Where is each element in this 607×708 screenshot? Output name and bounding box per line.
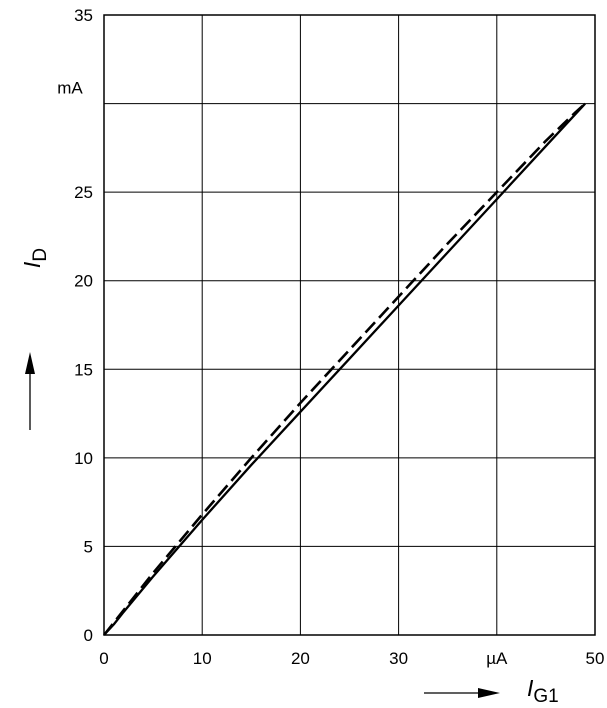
x-axis-arrow bbox=[424, 688, 500, 698]
x-tick-label: 10 bbox=[193, 649, 212, 668]
y-tick-label: mA bbox=[57, 79, 83, 98]
solid-curve bbox=[103, 102, 587, 636]
x-tick-label: 20 bbox=[291, 649, 310, 668]
dashed-curve bbox=[102, 102, 587, 636]
y-tick-label: 10 bbox=[74, 449, 93, 468]
y-axis-label: ID bbox=[19, 248, 51, 268]
y-axis-label-main: I bbox=[19, 261, 45, 268]
plot-frame bbox=[103, 14, 596, 636]
y-tick-label: 25 bbox=[74, 183, 93, 202]
x-axis-label-sub: G1 bbox=[533, 686, 558, 707]
y-tick-labels: 0 5 10 15 20 25 mA 35 bbox=[57, 6, 93, 645]
y-tick-label: 0 bbox=[84, 626, 93, 645]
x-tick-label: 50 bbox=[586, 649, 605, 668]
x-axis-label: IG1 bbox=[527, 675, 559, 707]
series-layer bbox=[102, 102, 587, 636]
y-tick-label: 15 bbox=[74, 360, 93, 379]
y-tick-label: 20 bbox=[74, 272, 93, 291]
x-axis-label-main: I bbox=[527, 675, 534, 701]
y-tick-label: 35 bbox=[74, 6, 93, 25]
grid bbox=[103, 14, 596, 636]
x-tick-label: µA bbox=[486, 649, 508, 668]
y-axis-arrow bbox=[25, 352, 35, 430]
x-tick-labels: 0 10 20 30 µA 50 bbox=[99, 649, 604, 668]
x-tick-label: 0 bbox=[99, 649, 108, 668]
y-tick-label: 5 bbox=[84, 537, 93, 556]
x-tick-label: 30 bbox=[389, 649, 408, 668]
y-axis-label-sub: D bbox=[30, 248, 51, 262]
